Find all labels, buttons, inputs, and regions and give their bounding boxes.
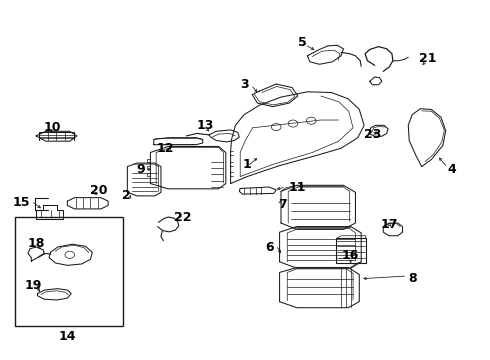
Text: 8: 8 (408, 272, 417, 285)
Text: 9: 9 (137, 163, 145, 176)
Text: 4: 4 (447, 163, 456, 176)
Text: 11: 11 (288, 181, 306, 194)
Text: 15: 15 (12, 197, 30, 210)
Bar (336, 238, 366, 263)
Text: 22: 22 (174, 211, 191, 224)
Text: 5: 5 (298, 36, 307, 49)
Bar (16, 217, 122, 327)
Text: 1: 1 (243, 158, 252, 171)
Text: 21: 21 (419, 52, 436, 65)
Text: 18: 18 (27, 237, 45, 250)
Text: 19: 19 (25, 279, 43, 292)
Text: 23: 23 (364, 128, 381, 141)
Text: 7: 7 (279, 198, 287, 211)
Text: 12: 12 (157, 142, 174, 155)
Text: 6: 6 (265, 240, 274, 253)
Text: 14: 14 (59, 330, 76, 343)
Text: 2: 2 (122, 189, 130, 202)
Text: 13: 13 (197, 119, 214, 132)
Text: 20: 20 (90, 184, 108, 197)
Text: 16: 16 (342, 249, 359, 262)
Text: 10: 10 (43, 121, 61, 134)
Text: 17: 17 (380, 217, 398, 231)
Text: 3: 3 (240, 78, 249, 91)
